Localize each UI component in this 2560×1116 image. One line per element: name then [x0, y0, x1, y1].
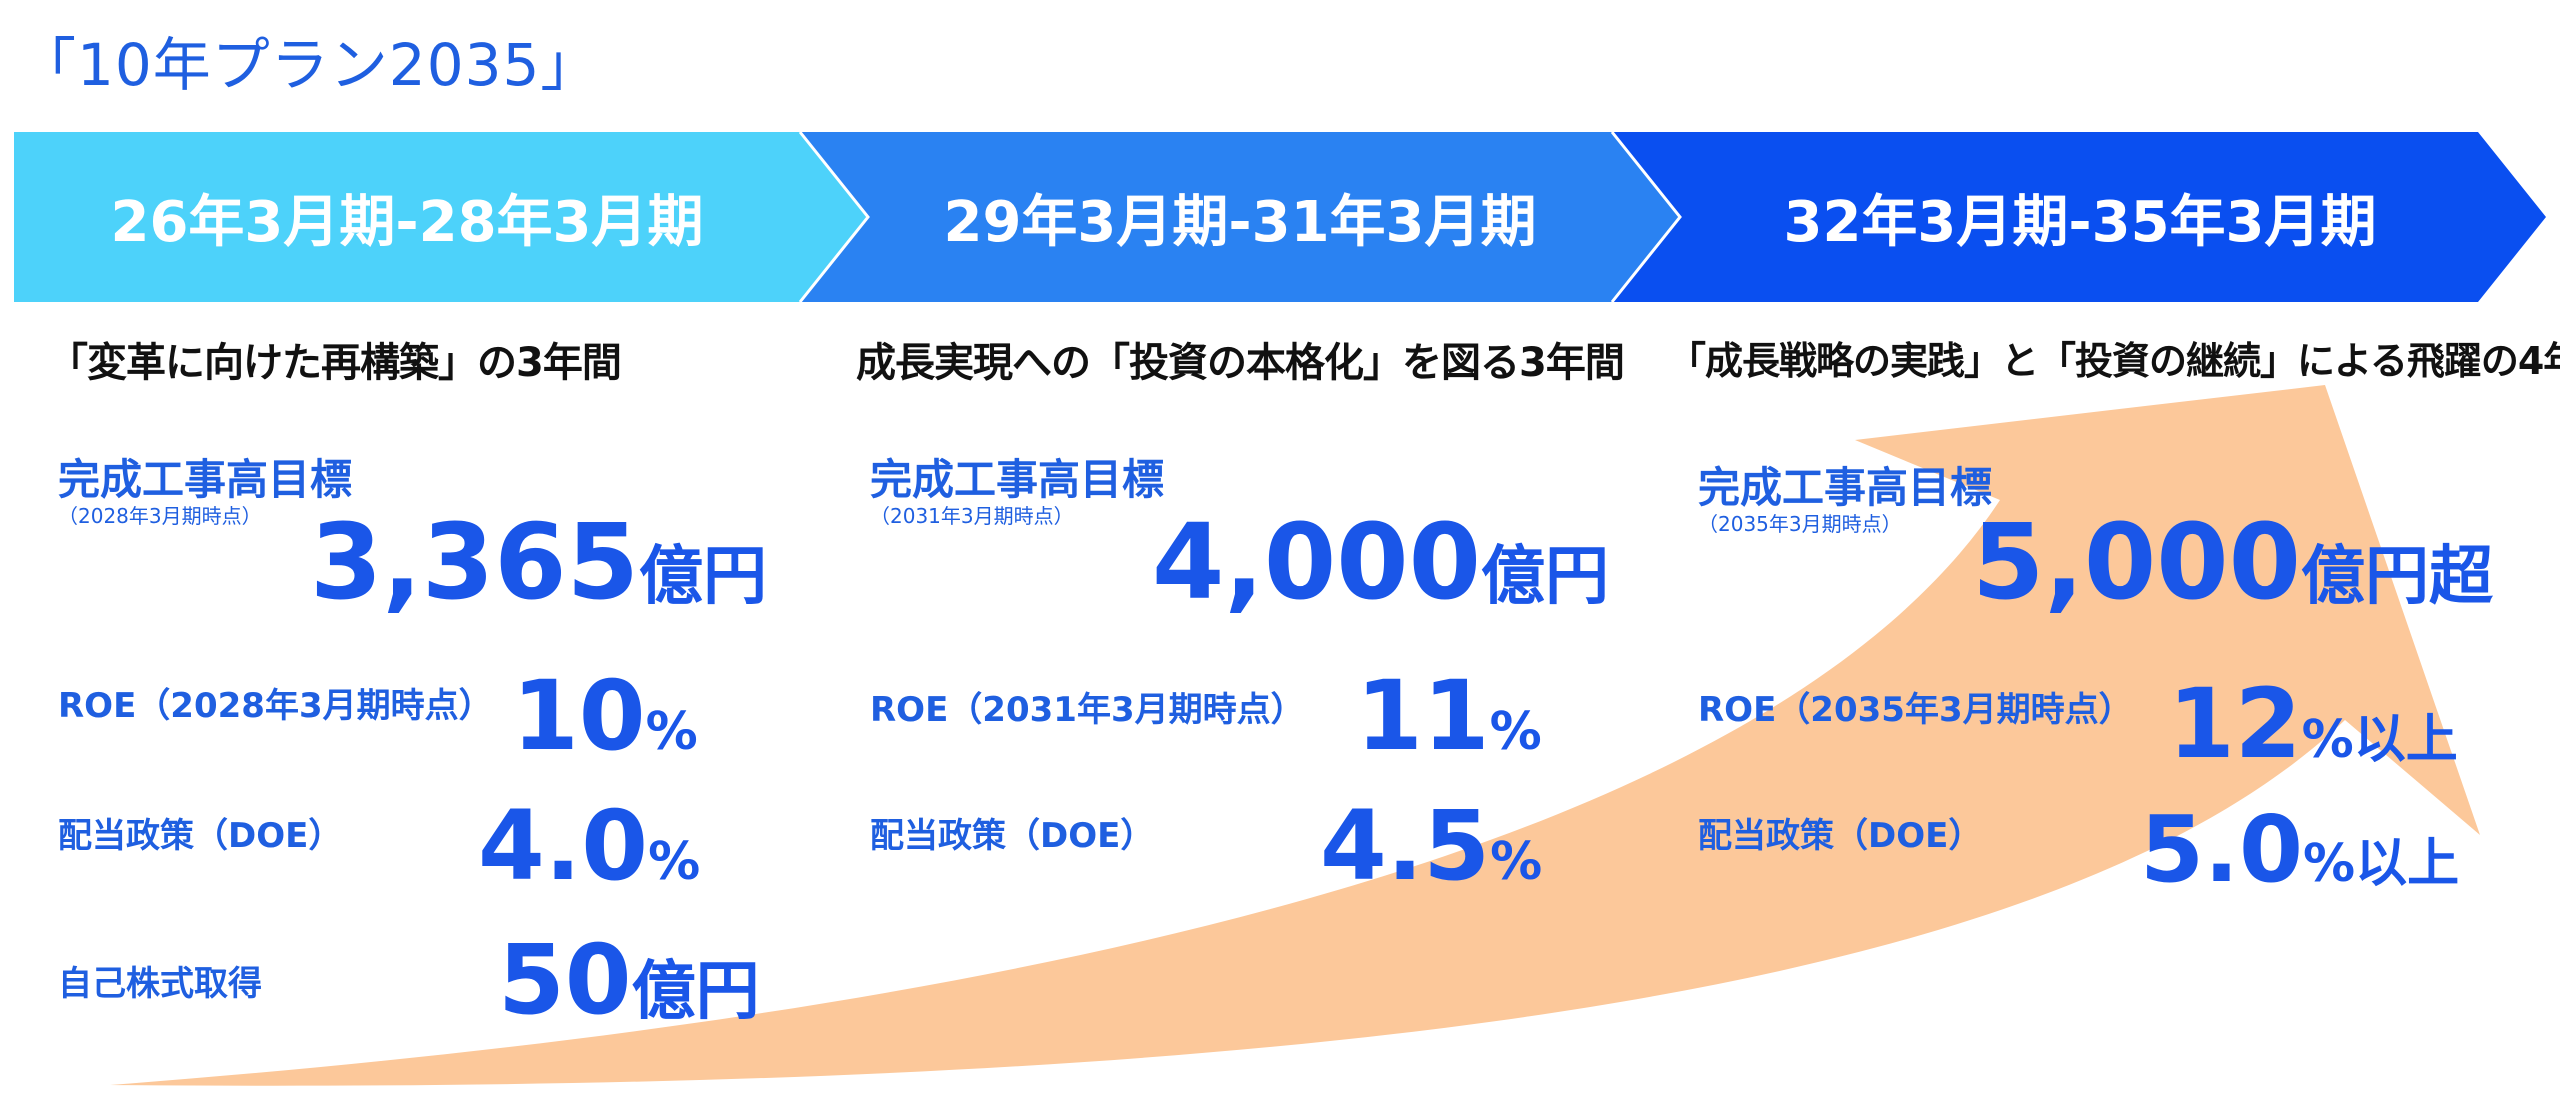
- phase3-sales-value: 5,000億円超: [1972, 501, 2493, 623]
- phase1-sales-value: 3,365億円: [310, 501, 767, 623]
- phase2-heading: 成長実現への「投資の本格化」を図る3年間: [856, 340, 1625, 386]
- phase2-period: 29年3月期-31年3月期: [943, 189, 1537, 255]
- phase1-buyback-value: 50億円: [498, 924, 760, 1036]
- phase1-heading: 「変革に向けた再構築」の3年間: [48, 340, 622, 386]
- phase1-roe-label: ROE（2028年3月期時点）: [58, 686, 493, 726]
- phase3-doe-value: 5.0%以上: [2140, 796, 2460, 903]
- phase1-sales-label: 完成工事高目標: [58, 455, 353, 504]
- phase3-period: 32年3月期-35年3月期: [1783, 189, 2377, 255]
- phase3-roe-value: 12%以上: [2168, 668, 2458, 780]
- phase1-doe-label: 配当政策（DOE）: [58, 816, 343, 856]
- phase2-doe-value: 4.5%: [1320, 790, 1543, 902]
- phase3-sales-note: （2035年3月期時点）: [1698, 512, 1902, 536]
- phase3-chevron: [1612, 132, 2546, 302]
- phase1-chevron: [14, 132, 868, 302]
- phase2-doe-label: 配当政策（DOE）: [870, 816, 1155, 856]
- phase1-period: 26年3月期-28年3月期: [110, 189, 704, 255]
- phase3-roe-label: ROE（2035年3月期時点）: [1698, 690, 2133, 730]
- phase2-sales-label: 完成工事高目標: [870, 455, 1165, 504]
- phase1-roe-value: 10%: [512, 660, 698, 772]
- phase3-sales-label: 完成工事高目標: [1698, 463, 1993, 512]
- phase2-sales-value: 4,000億円: [1152, 501, 1609, 623]
- phase2-chevron: [800, 132, 1680, 302]
- period-banner: [14, 131, 2546, 303]
- plan-title: 「10年プラン2035」: [18, 31, 600, 99]
- phase3-doe-label: 配当政策（DOE）: [1698, 816, 1983, 856]
- phase3-heading: 「成長戦略の実践」と「投資の継続」による飛躍の4年間: [1668, 339, 2560, 383]
- phase2-roe-value: 11%: [1356, 660, 1542, 772]
- phase2-roe-label: ROE（2031年3月期時点）: [870, 690, 1305, 730]
- phase1-doe-value: 4.0%: [478, 790, 701, 902]
- phase2-sales-note: （2031年3月期時点）: [870, 504, 1074, 528]
- phase1-sales-note: （2028年3月期時点）: [58, 504, 262, 528]
- phase1-buyback-label: 自己株式取得: [58, 964, 262, 1004]
